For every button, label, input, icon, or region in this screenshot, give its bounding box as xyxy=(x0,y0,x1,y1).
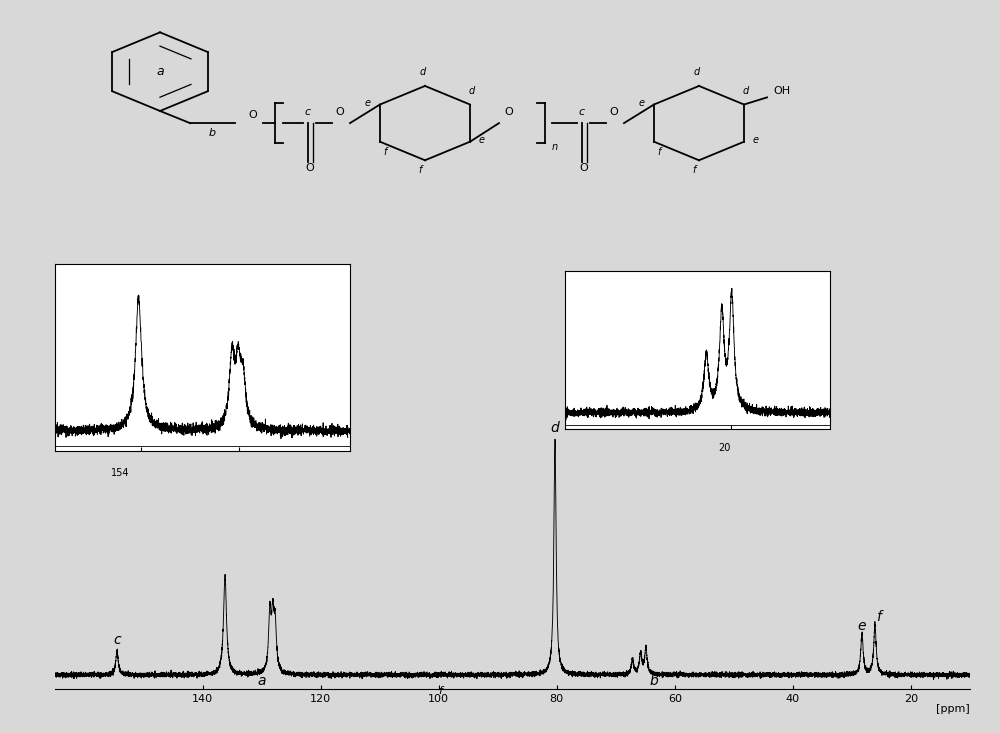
Text: c: c xyxy=(579,106,585,117)
Text: a: a xyxy=(156,65,164,78)
Text: f: f xyxy=(657,147,661,157)
Text: O: O xyxy=(336,106,344,117)
Text: f: f xyxy=(876,610,881,624)
Text: d: d xyxy=(694,67,700,77)
Text: f: f xyxy=(383,147,387,157)
Text: O: O xyxy=(505,106,513,117)
Text: 20: 20 xyxy=(718,443,730,453)
Text: 154: 154 xyxy=(111,468,129,478)
Text: c: c xyxy=(305,106,311,117)
Text: f: f xyxy=(439,686,443,696)
Text: f: f xyxy=(418,165,422,175)
Text: e: e xyxy=(365,98,371,108)
Text: e: e xyxy=(479,135,485,145)
Text: [ppm]: [ppm] xyxy=(936,704,970,715)
Text: e: e xyxy=(858,619,866,633)
Text: n: n xyxy=(552,142,558,152)
Text: e: e xyxy=(639,98,645,108)
Text: O: O xyxy=(610,106,618,117)
Text: O: O xyxy=(580,163,588,173)
Text: b: b xyxy=(209,128,216,138)
Text: b: b xyxy=(650,674,659,688)
Text: O: O xyxy=(249,109,257,119)
Text: d: d xyxy=(469,86,475,96)
Text: d: d xyxy=(743,86,749,96)
Text: d: d xyxy=(551,421,559,435)
Text: f: f xyxy=(692,165,696,175)
Text: c: c xyxy=(113,633,121,647)
Text: OH: OH xyxy=(773,86,791,96)
Text: O: O xyxy=(306,163,314,173)
Text: d: d xyxy=(420,67,426,77)
Text: a: a xyxy=(257,674,266,688)
Text: e: e xyxy=(753,135,759,145)
